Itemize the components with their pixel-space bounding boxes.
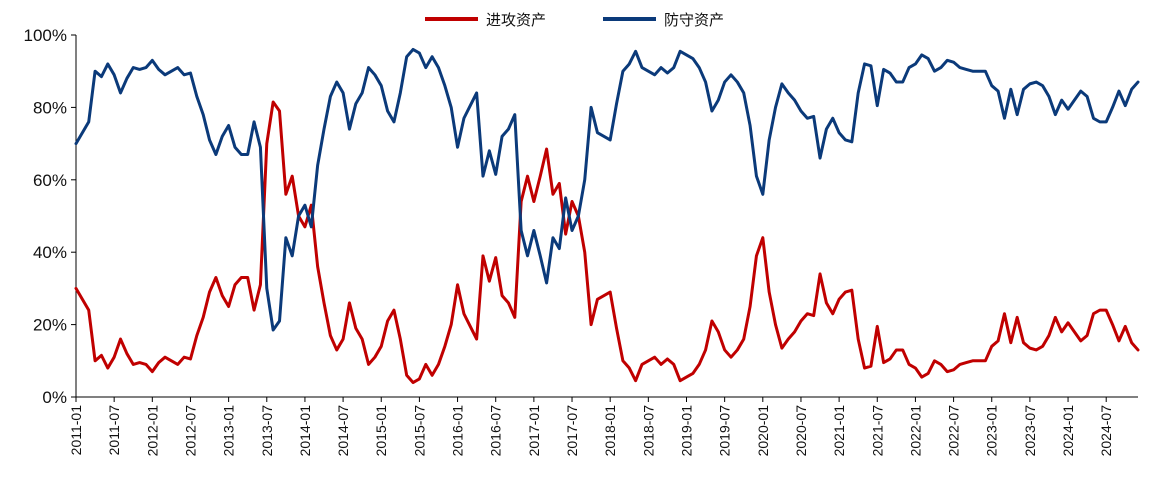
x-tick-label: 2019-01 [678, 405, 694, 457]
x-tick-label: 2022-01 [907, 405, 923, 457]
x-tick-label: 2014-07 [335, 405, 351, 457]
axes: 0% 20% 40% 60% 80% 100% 2011-01 2011-07 2012-01 2… [24, 26, 1138, 456]
x-tick-label: 2019-07 [717, 405, 733, 457]
y-tick-label: 20% [33, 316, 67, 335]
x-tick-label: 2013-07 [259, 405, 275, 457]
legend: 进攻资产 防守资产 [425, 11, 724, 29]
x-tick-label: 2015-01 [373, 405, 389, 457]
y-tick-label: 40% [33, 243, 67, 262]
x-tick-label: 2021-01 [831, 405, 847, 457]
x-tick-label: 2012-01 [144, 405, 160, 457]
x-tick-label: 2021-07 [869, 405, 885, 457]
x-tick-label: 2024-07 [1098, 405, 1114, 457]
x-tick-label: 2011-07 [106, 405, 122, 456]
legend-label-defense: 防守资产 [664, 11, 724, 29]
y-tick-label: 0% [42, 388, 67, 407]
x-tick-label: 2023-07 [1022, 405, 1038, 457]
y-tick-label: 60% [33, 171, 67, 190]
x-tick-label: 2020-07 [793, 405, 809, 457]
x-tick-label: 2012-07 [182, 405, 198, 457]
x-tick-label: 2017-01 [526, 405, 542, 457]
x-tick-label: 2011-01 [68, 405, 84, 456]
series-line-offense [74, 100, 1140, 385]
x-tick-label: 2016-07 [488, 405, 504, 457]
legend-label-offense: 进攻资产 [486, 11, 546, 29]
x-tick-label: 2017-07 [564, 405, 580, 457]
x-tick-label: 2018-07 [640, 405, 656, 457]
x-tick-label: 2023-01 [984, 405, 1000, 457]
x-tick-label: 2020-01 [755, 405, 771, 457]
x-tick-label: 2013-01 [221, 405, 237, 457]
y-tick-label: 80% [33, 98, 67, 117]
series-line-defense [74, 47, 1140, 332]
x-tick-label: 2015-07 [411, 405, 427, 457]
series-layer [74, 47, 1140, 385]
x-tick-label: 2022-07 [946, 405, 962, 457]
x-tick-label: 2018-01 [602, 405, 618, 457]
x-tick-label: 2014-01 [297, 405, 313, 457]
y-tick-label: 100% [24, 26, 67, 45]
x-tick-label: 2024-01 [1060, 405, 1076, 457]
x-tick-label: 2016-01 [450, 405, 466, 457]
